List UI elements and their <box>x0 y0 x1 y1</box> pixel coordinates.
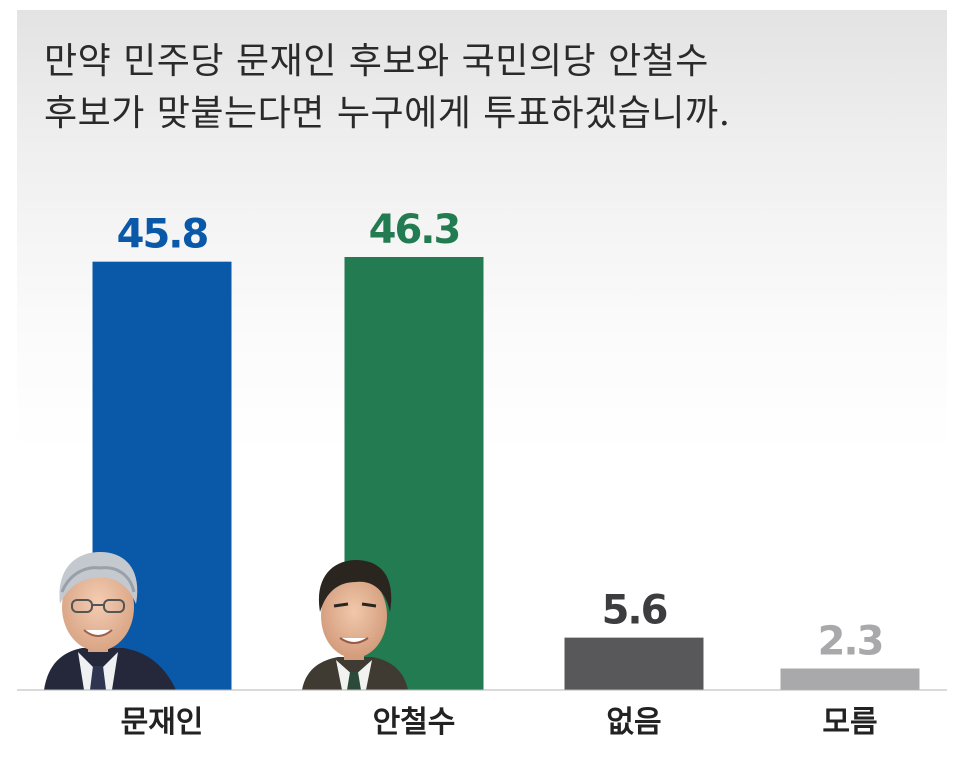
value-label-none: 5.6 <box>602 588 667 634</box>
bars-layer: 45.8 46.3 5.6 2.3 <box>92 207 920 690</box>
category-label-moon: 문재인 <box>121 705 204 740</box>
bar-unknown <box>780 668 920 690</box>
value-label-unknown: 2.3 <box>818 618 883 664</box>
portrait-moon-icon <box>44 552 176 690</box>
value-label-moon: 45.8 <box>117 212 208 258</box>
category-label-none: 없음 <box>606 705 661 740</box>
title-line-1: 만약 민주당 문재인 후보와 국민의당 안철수 <box>44 41 709 82</box>
category-labels: 문재인 안철수 없음 모름 <box>121 705 878 740</box>
portrait-ahn-icon <box>302 560 408 690</box>
value-label-ahn: 46.3 <box>369 207 460 253</box>
category-label-unknown: 모름 <box>822 705 877 740</box>
category-label-ahn: 안철수 <box>373 705 456 740</box>
title-line-2: 후보가 맞붙는다면 누구에게 투표하겠습니까. <box>44 93 731 134</box>
bar-none <box>564 637 704 690</box>
photos-layer <box>44 552 408 690</box>
chart-title: 만약 민주당 문재인 후보와 국민의당 안철수 후보가 맞붙는다면 누구에게 투… <box>44 36 924 140</box>
